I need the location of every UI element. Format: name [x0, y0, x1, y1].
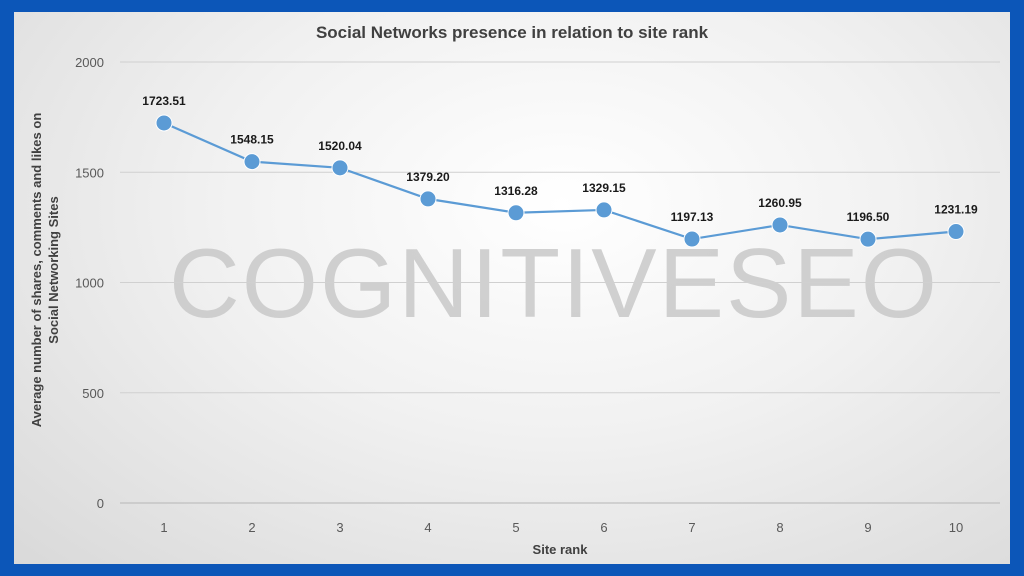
data-point: [331, 159, 349, 177]
x-tick-labels: 1 2 3 4 5 6 7 8 9 10: [160, 520, 963, 535]
x-tick-label: 6: [600, 520, 607, 535]
x-tick-label: 4: [424, 520, 431, 535]
x-axis-label: Site rank: [533, 542, 589, 557]
y-tick-label: 1000: [75, 276, 104, 291]
data-point: [243, 153, 261, 171]
gridlines: [120, 61, 1000, 504]
y-tick-label: 0: [97, 496, 104, 511]
data-label: 1548.15: [230, 133, 274, 147]
data-labels: 1723.51 1548.15 1520.04 1379.20 1316.28 1329.…: [142, 94, 978, 224]
y-axis-label-line-2: Social Networking Sites: [46, 196, 61, 343]
y-tick-label: 1500: [75, 165, 104, 180]
data-label: 1260.95: [758, 196, 802, 210]
data-label: 1723.51: [142, 94, 186, 108]
data-label: 1329.15: [582, 181, 626, 195]
data-markers: [155, 114, 965, 248]
data-point: [595, 201, 613, 219]
y-tick-labels: 0 500 1000 1500 2000: [75, 55, 104, 511]
x-tick-label: 7: [688, 520, 695, 535]
x-tick-label: 2: [248, 520, 255, 535]
x-tick-label: 9: [864, 520, 871, 535]
data-point: [947, 223, 965, 241]
data-point: [507, 204, 525, 222]
data-label: 1316.28: [494, 184, 538, 198]
data-point: [155, 114, 173, 132]
series-line: [163, 121, 957, 241]
y-axis-label: Average number of shares, comments and l…: [29, 113, 61, 428]
data-point: [859, 230, 877, 248]
y-axis-label-line-1: Average number of shares, comments and l…: [29, 113, 44, 428]
data-point: [771, 216, 789, 234]
data-label: 1231.19: [934, 203, 978, 217]
data-label: 1196.50: [847, 210, 890, 224]
y-tick-label: 500: [82, 386, 104, 401]
x-tick-label: 3: [336, 520, 343, 535]
x-tick-label: 1: [160, 520, 167, 535]
data-label: 1379.20: [406, 170, 450, 184]
data-point: [419, 190, 437, 208]
data-label: 1197.13: [671, 210, 714, 224]
x-tick-label: 10: [949, 520, 963, 535]
data-point: [683, 230, 701, 248]
data-label: 1520.04: [318, 139, 362, 153]
x-tick-label: 5: [512, 520, 519, 535]
chart-title: Social Networks presence in relation to …: [316, 23, 709, 42]
x-tick-label: 8: [776, 520, 783, 535]
y-tick-label: 2000: [75, 55, 104, 70]
